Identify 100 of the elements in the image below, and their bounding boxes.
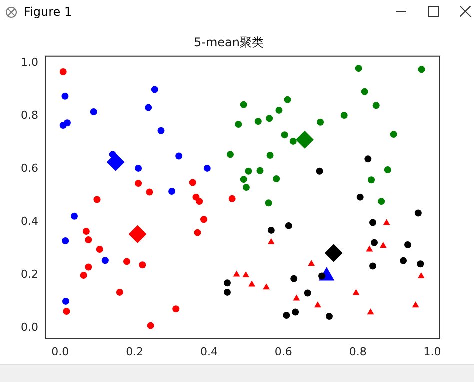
- x-tick-label: 0.2: [126, 345, 144, 358]
- point: [361, 88, 368, 96]
- point: [414, 210, 422, 217]
- point: [240, 101, 248, 108]
- y-tick-label: 0.2: [20, 268, 38, 282]
- point: [370, 262, 377, 270]
- point: [370, 219, 377, 226]
- point: [245, 168, 252, 175]
- point: [367, 308, 374, 315]
- point: [383, 219, 390, 226]
- point: [281, 132, 288, 139]
- point: [80, 272, 88, 279]
- point: [265, 200, 272, 207]
- point: [200, 216, 208, 224]
- point: [145, 104, 152, 112]
- point: [308, 260, 316, 266]
- x-tick-label: 0.8: [349, 345, 367, 358]
- point: [135, 164, 142, 172]
- point: [224, 288, 231, 296]
- point: [418, 66, 426, 74]
- y-tick-label: 1.0: [20, 56, 38, 70]
- point: [242, 184, 250, 192]
- point: [384, 166, 392, 174]
- point: [109, 151, 116, 158]
- point: [82, 228, 90, 236]
- point: [326, 313, 333, 320]
- point: [242, 271, 250, 278]
- point: [151, 86, 158, 94]
- point: [94, 196, 101, 204]
- point: [370, 239, 378, 246]
- x-tick-label: 0.6: [274, 345, 292, 358]
- point: [273, 176, 280, 183]
- x-tick-label: 1.0: [424, 345, 442, 358]
- x-tick-label: 0.4: [200, 345, 218, 358]
- point: [380, 242, 387, 248]
- point: [254, 118, 262, 126]
- point: [62, 92, 69, 100]
- point: [366, 246, 374, 252]
- point: [64, 120, 71, 127]
- point: [60, 68, 67, 76]
- point: [63, 308, 70, 316]
- point: [124, 258, 130, 266]
- point: [204, 164, 211, 172]
- point: [290, 138, 297, 145]
- point: [290, 275, 298, 282]
- y-tick-label: 0.6: [20, 162, 38, 176]
- point: [102, 257, 109, 264]
- point: [233, 270, 240, 277]
- point: [146, 188, 154, 196]
- point: [268, 238, 275, 244]
- point: [139, 262, 146, 269]
- point: [418, 272, 425, 279]
- chart-title: 5-mean聚类: [194, 35, 264, 50]
- point: [96, 246, 104, 254]
- point: [368, 176, 376, 184]
- point: [400, 257, 408, 264]
- y-tick-label: 0.4: [20, 215, 38, 228]
- caption: Figure 1: [24, 4, 72, 21]
- point: [85, 264, 92, 271]
- point: [226, 151, 234, 158]
- point: [248, 280, 256, 287]
- point: [324, 244, 343, 262]
- point: [318, 272, 326, 280]
- point: [317, 118, 324, 126]
- x-tick-label: 0.0: [52, 345, 70, 358]
- point: [85, 236, 92, 244]
- point: [296, 130, 314, 149]
- point: [266, 152, 274, 159]
- point: [106, 153, 125, 172]
- point: [224, 280, 231, 287]
- point: [304, 290, 312, 297]
- point: [266, 115, 274, 122]
- point: [356, 194, 364, 201]
- point: [352, 289, 360, 296]
- point: [71, 212, 78, 220]
- point: [228, 195, 236, 202]
- point: [390, 131, 398, 138]
- point: [256, 167, 264, 174]
- y-tick-label: 0.8: [20, 109, 38, 122]
- point: [276, 106, 283, 114]
- point: [404, 242, 412, 249]
- point: [116, 288, 124, 296]
- point: [372, 102, 380, 110]
- point: [283, 312, 290, 319]
- point: [158, 127, 165, 134]
- point: [176, 152, 183, 160]
- point: [135, 180, 142, 188]
- point: [284, 96, 292, 104]
- point: [364, 156, 372, 163]
- point: [147, 322, 154, 330]
- point: [417, 260, 424, 268]
- point: [340, 112, 348, 119]
- point: [128, 225, 147, 244]
- point: [292, 308, 300, 316]
- point: [316, 168, 324, 175]
- point: [62, 238, 70, 245]
- y-tick-label: 0.0: [20, 321, 38, 334]
- point: [196, 198, 204, 206]
- point: [172, 306, 180, 313]
- point: [285, 222, 292, 230]
